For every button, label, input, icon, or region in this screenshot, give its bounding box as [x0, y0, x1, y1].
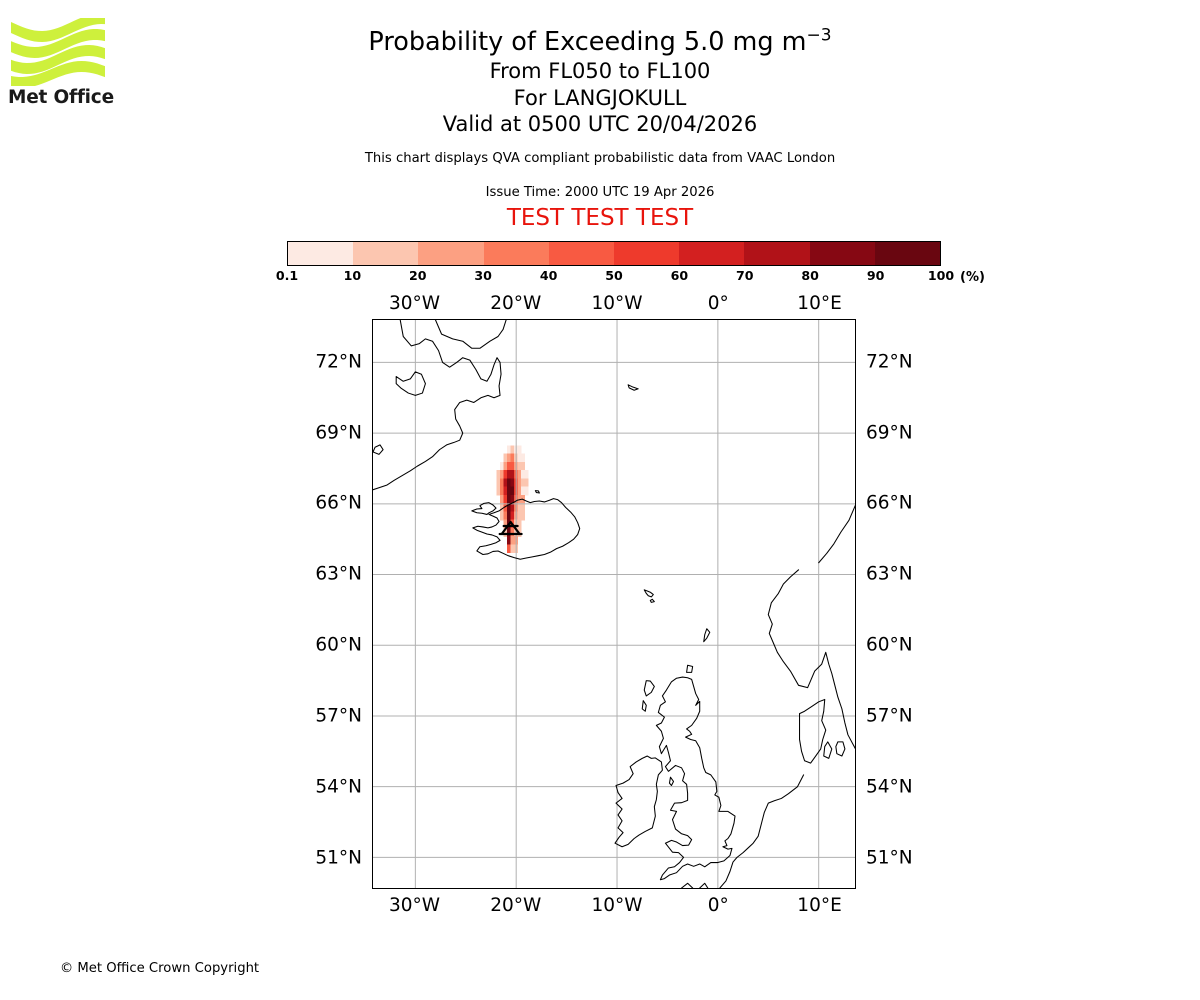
lat-label-right-60: 60°N	[866, 634, 913, 656]
met-office-logo-text: Met Office	[8, 87, 114, 108]
chart-title-block: Probability of Exceeding 5.0 mg m−3 From…	[0, 26, 1200, 232]
lon-label-top--30: 30°W	[388, 293, 441, 314]
colorbar-tick-80: 80	[801, 268, 819, 283]
lat-label-right-69: 69°N	[866, 422, 913, 444]
lat-label-left-63: 63°N	[315, 563, 362, 585]
met-office-logo: Met Office	[8, 18, 128, 108]
lon-label-top-10: 10°E	[797, 293, 842, 314]
lat-label-right-57: 57°N	[866, 705, 913, 727]
test-banner: TEST TEST TEST	[506, 204, 694, 231]
lon-label-top--20: 20°W	[490, 293, 542, 314]
colorbar-tick-0.1: 0.1	[275, 268, 299, 283]
colorbar-tick-90: 90	[866, 268, 885, 283]
lon-label-bottom-0: 0°	[707, 895, 729, 916]
lon-label-bottom-10: 10°E	[797, 895, 842, 916]
volcano-marker-icon	[498, 520, 523, 536]
ash-probability-cells	[496, 445, 529, 554]
coastline-paths	[373, 320, 855, 888]
colorbar-unit-label: (%)	[960, 270, 985, 285]
subtitle-flight-levels: From FL050 to FL100	[489, 59, 711, 83]
colorbar-tick-30: 30	[474, 268, 492, 283]
colorbar-swatch-9	[874, 242, 941, 265]
lat-label-right-72: 72°N	[866, 351, 913, 373]
colorbar-swatch-4	[548, 242, 615, 265]
colorbar-tick-40: 40	[539, 268, 558, 283]
page-title: Probability of Exceeding 5.0 mg m−3	[0, 26, 1200, 58]
lat-label-left-66: 66°N	[315, 492, 362, 514]
colorbar-tick-labels: 0.1 10 20 30 40 50 60 70 80 90 100	[276, 268, 954, 288]
lon-label-top--10: 10°W	[591, 293, 643, 314]
lat-label-left-57: 57°N	[315, 705, 362, 727]
colorbar-tick-50: 50	[605, 268, 623, 283]
colorbar-tick-60: 60	[670, 268, 689, 283]
map-gridlines	[373, 320, 855, 888]
colorbar-tick-100: 100	[927, 268, 955, 283]
colorbar-tick-10: 10	[343, 268, 362, 283]
colorbar-swatch-3	[483, 242, 549, 265]
subtitle-volcano: For LANGJOKULL	[513, 85, 687, 110]
lat-label-right-66: 66°N	[866, 492, 913, 514]
issue-time-label: Issue Time: 2000 UTC 19 Apr 2026	[485, 184, 715, 200]
lat-label-right-54: 54°N	[866, 776, 913, 798]
colorbar-tick-20: 20	[409, 268, 427, 283]
lon-label-bottom--20: 20°W	[490, 895, 542, 916]
colorbar-gradient	[287, 241, 941, 266]
colorbar-swatch-6	[679, 242, 745, 265]
colorbar-swatch-8	[809, 242, 875, 265]
colorbar-tick-70: 70	[736, 268, 754, 283]
lon-label-top-0: 0°	[707, 293, 729, 314]
colorbar-swatch-7	[744, 242, 810, 265]
lat-label-left-54: 54°N	[315, 776, 362, 798]
lat-label-left-72: 72°N	[315, 351, 362, 373]
qva-compliance-note: This chart displays QVA compliant probab…	[364, 150, 836, 166]
subtitle-valid-time: Valid at 0500 UTC 20/04/2026	[442, 112, 758, 136]
map-canvas[interactable]	[372, 319, 856, 889]
colorbar-swatch-2	[418, 242, 484, 265]
page-title-text: Probability of Exceeding 5.0 mg m	[368, 27, 807, 57]
lat-label-left-51: 51°N	[315, 847, 362, 869]
probability-colorbar: 0.1 10 20 30 40 50 60 70 80 90 100	[276, 241, 954, 288]
lon-label-bottom--30: 30°W	[388, 895, 441, 916]
colorbar-swatch-1	[353, 242, 419, 265]
colorbar-swatch-0	[288, 242, 354, 265]
copyright-notice: © Met Office Crown Copyright	[60, 961, 260, 976]
colorbar-swatch-5	[614, 242, 680, 265]
lat-label-left-60: 60°N	[315, 634, 362, 656]
met-office-wave-icon	[11, 18, 105, 86]
lat-label-right-63: 63°N	[866, 563, 913, 585]
lon-label-bottom--10: 10°W	[591, 895, 643, 916]
lat-label-right-51: 51°N	[866, 847, 913, 869]
lat-label-left-69: 69°N	[315, 422, 362, 444]
page-title-exponent: −3	[806, 25, 832, 46]
